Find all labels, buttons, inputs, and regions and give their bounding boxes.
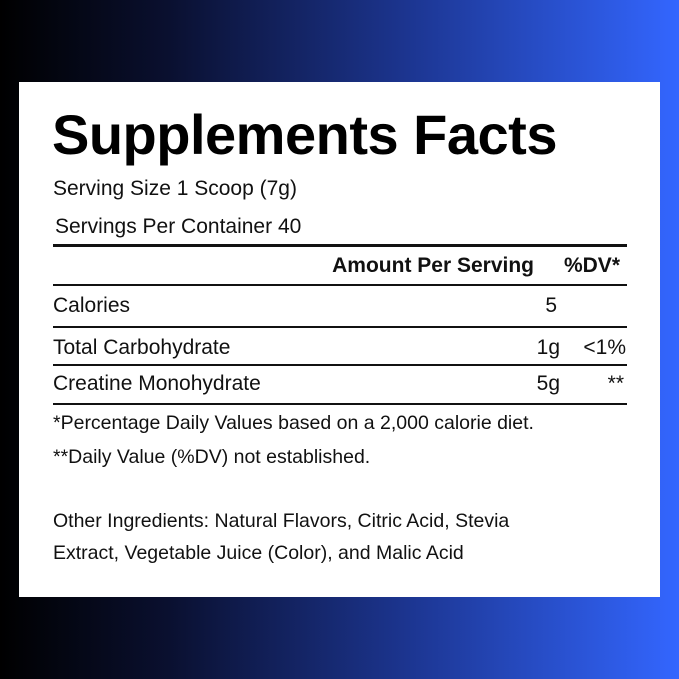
- amount-per-serving-header: Amount Per Serving: [332, 254, 534, 277]
- other-ingredients-line2: Extract, Vegetable Juice (Color), and Ma…: [53, 542, 464, 564]
- other-ingredients-line1: Other Ingredients: Natural Flavors, Citr…: [53, 510, 510, 532]
- footnote-dv: *Percentage Daily Values based on a 2,00…: [53, 412, 534, 434]
- row-name-calories: Calories: [53, 294, 131, 317]
- footnote-not-established: **Daily Value (%DV) not established.: [53, 446, 371, 468]
- supplement-facts-panel: Supplements Facts Serving Size 1 Scoop (…: [19, 82, 660, 597]
- serving-size: Serving Size 1 Scoop (7g): [53, 177, 297, 200]
- divider: [53, 326, 627, 328]
- label-title: Supplements Facts: [52, 103, 557, 166]
- row-name-creatine: Creatine Monohydrate: [53, 372, 261, 395]
- dv-header: %DV*: [563, 254, 620, 277]
- row-amount-carbohydrate: 1g: [536, 336, 560, 359]
- row-dv-carbohydrate: <1%: [583, 336, 626, 359]
- divider: [53, 364, 627, 366]
- servings-per-container: Servings Per Container 40: [55, 215, 302, 238]
- divider: [53, 403, 627, 405]
- divider: [53, 284, 627, 286]
- row-amount-creatine: 5g: [536, 372, 560, 395]
- thick-divider: [53, 244, 627, 247]
- row-name-carbohydrate: Total Carbohydrate: [53, 336, 231, 359]
- row-amount-calories: 5: [545, 294, 557, 317]
- row-dv-creatine: **: [607, 372, 624, 395]
